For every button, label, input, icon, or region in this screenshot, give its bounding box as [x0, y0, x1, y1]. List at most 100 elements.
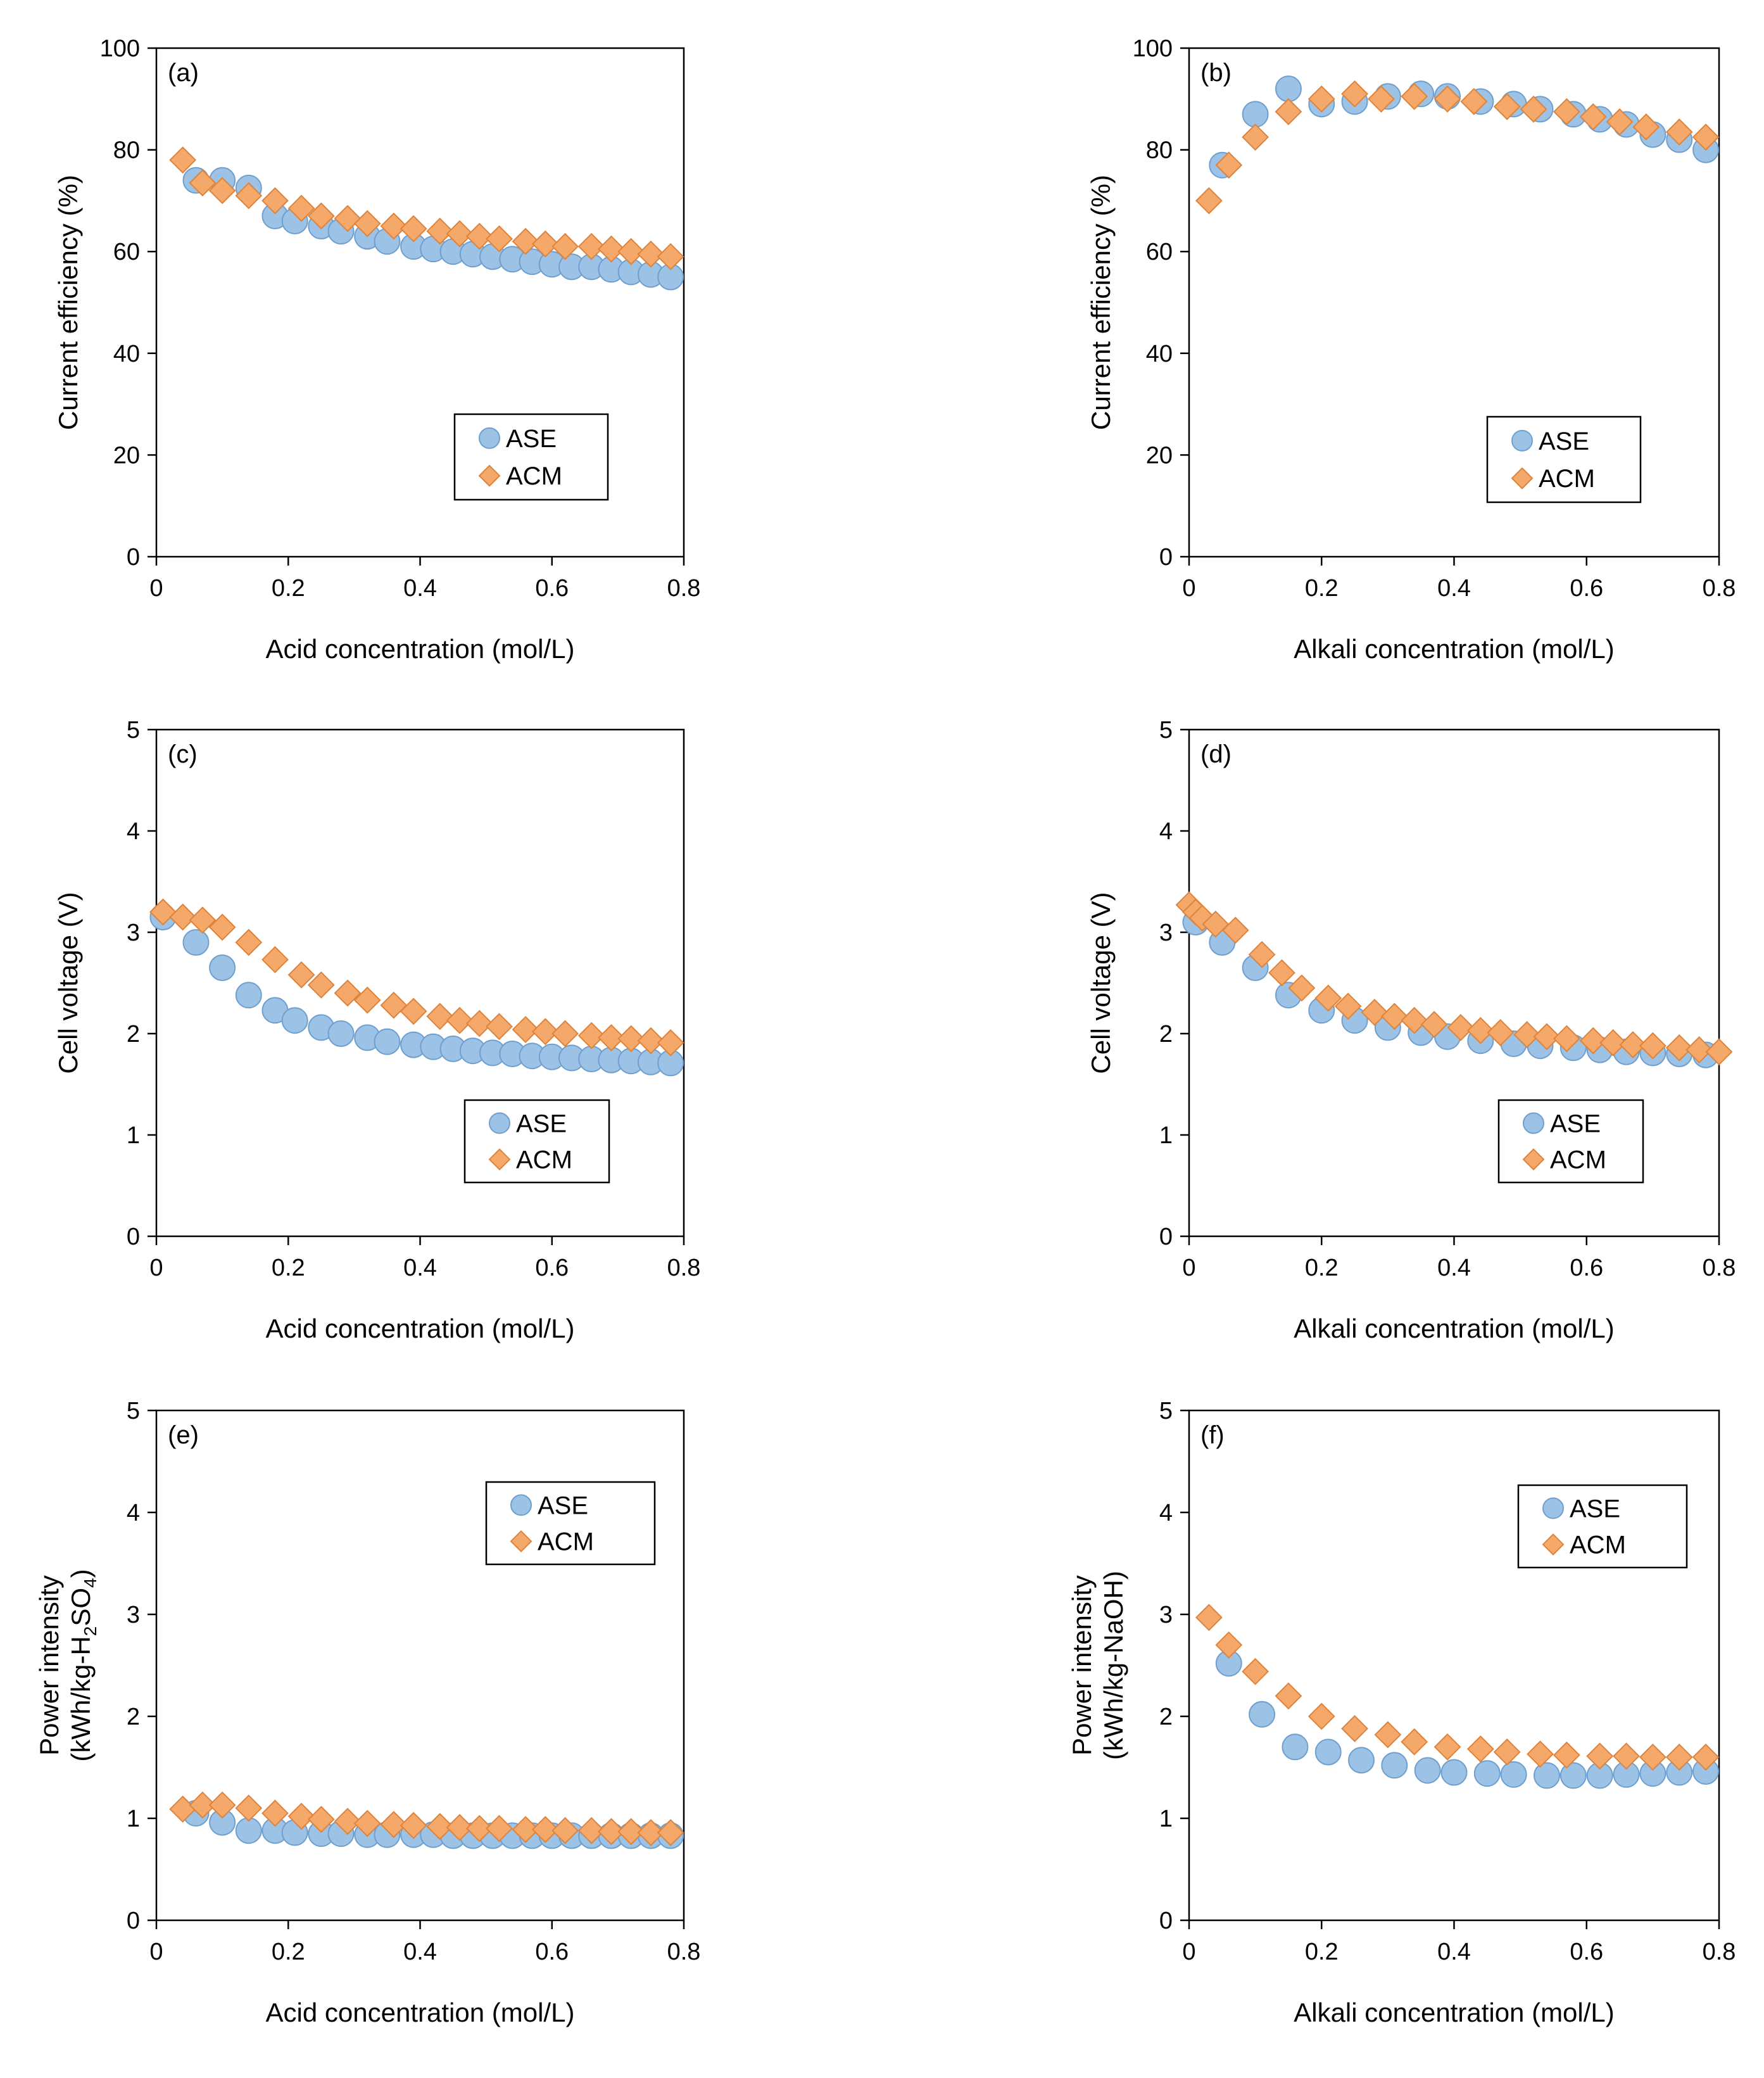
data-point-acm	[1275, 1682, 1302, 1710]
y-tick-label: 0	[1159, 544, 1173, 571]
y-tick-label: 3	[127, 1602, 140, 1628]
data-point-acm	[307, 1806, 335, 1834]
data-point-acm	[307, 971, 335, 999]
data-point-acm	[1314, 984, 1342, 1012]
data-point-acm	[577, 232, 605, 260]
x-tick-label: 0.6	[1570, 575, 1603, 602]
data-point-ase	[1414, 1757, 1441, 1784]
legend-marker-acm	[1542, 1533, 1565, 1556]
data-point-acm	[1606, 108, 1634, 136]
y-tick-label: 4	[1159, 818, 1173, 845]
data-point-acm	[446, 220, 474, 248]
data-point-acm	[486, 1815, 513, 1842]
data-point-acm	[598, 235, 625, 263]
data-point-acm	[169, 146, 197, 174]
data-point-ase	[1314, 1739, 1342, 1766]
data-point-acm	[426, 217, 454, 245]
legend-label: ACM	[506, 462, 562, 490]
data-point-acm	[1599, 1029, 1627, 1056]
data-point-acm	[380, 991, 408, 1019]
x-tick-label: 0	[1182, 1255, 1195, 1281]
x-tick-label: 0.2	[1305, 1255, 1339, 1281]
data-point-acm	[1341, 80, 1368, 108]
y-tick-label: 1	[127, 1806, 140, 1832]
data-point-acm	[1692, 124, 1720, 151]
x-axis-label: Alkali concentration (mol/L)	[1294, 634, 1615, 664]
data-point-ase	[1473, 1760, 1501, 1787]
data-point-acm	[1493, 1738, 1521, 1766]
data-point-acm	[617, 1818, 645, 1846]
legend-marker-acm	[510, 1530, 532, 1553]
data-point-acm	[1195, 187, 1223, 215]
data-point-acm	[380, 212, 408, 240]
label-part: )	[66, 1569, 96, 1578]
legend-marker-ase	[1523, 1112, 1544, 1134]
y-tick-label: 0	[127, 544, 140, 571]
y-tick-label: 0	[127, 1908, 140, 1934]
data-point-acm	[1520, 95, 1547, 123]
data-point-acm	[426, 1003, 454, 1030]
data-point-acm	[1527, 1740, 1554, 1768]
series-acm	[1175, 891, 1733, 1066]
x-tick-label: 0.6	[1570, 1939, 1603, 1965]
data-point-acm	[334, 205, 362, 232]
data-point-acm	[1248, 941, 1276, 968]
panel-label: (c)	[168, 740, 198, 768]
data-point-acm	[637, 1819, 665, 1846]
data-point-acm	[1705, 1038, 1733, 1066]
series-ase	[1215, 1650, 1720, 1789]
data-point-acm	[598, 1023, 625, 1051]
label-part: (kWh/kg-H	[66, 1636, 96, 1761]
y-axis-label: Current efficiency (%)	[1086, 175, 1116, 430]
x-tick-label: 0	[1182, 1939, 1195, 1965]
data-point-acm	[551, 1020, 579, 1048]
data-point-acm	[1334, 992, 1362, 1020]
x-tick-label: 0.4	[1437, 1939, 1471, 1965]
data-point-acm	[1586, 1742, 1614, 1770]
panel-c: 0 0.2 0.4 0.6 0.8 0 1 2 3 4 5 (c) Acid concentration…	[53, 717, 700, 1343]
y-tick-label: 100	[100, 35, 140, 62]
data-point-acm	[261, 1799, 289, 1827]
data-point-acm	[637, 1027, 665, 1055]
legend-label: ACM	[1539, 465, 1595, 493]
legend-marker-acm	[488, 1148, 511, 1171]
legend-marker-acm	[478, 464, 501, 487]
data-point-acm	[1401, 82, 1428, 110]
x-tick-label: 0	[149, 1939, 163, 1965]
series-acm	[1195, 1604, 1720, 1771]
data-point-acm	[1665, 1034, 1693, 1061]
x-tick-label: 0.2	[272, 575, 305, 602]
y-tick-label: 20	[113, 442, 140, 469]
legend-label: ASE	[538, 1492, 588, 1519]
data-point-acm	[208, 913, 236, 941]
data-point-acm	[307, 202, 335, 230]
data-point-acm	[235, 1794, 263, 1822]
y-tick-label: 40	[113, 341, 140, 367]
data-point-ase	[1440, 1759, 1468, 1786]
legend-box	[1497, 1099, 1644, 1184]
y-tick-label: 5	[127, 717, 140, 744]
data-point-acm	[512, 1016, 539, 1044]
data-point-ase	[1533, 1762, 1560, 1789]
data-point-acm	[1466, 1017, 1494, 1044]
legend-marker-ase	[510, 1494, 532, 1516]
data-point-acm	[287, 1802, 315, 1830]
legend-label: ASE	[1570, 1495, 1620, 1523]
data-point-acm	[1632, 113, 1660, 141]
legend-label: ACM	[1550, 1146, 1606, 1174]
panel-b: 0 0.2 0.4 0.6 0.8 0 20 40 60 80 100 (b) Alkali conce…	[1086, 35, 1736, 664]
legend: ASE ACM	[1486, 415, 1642, 504]
data-point-ase	[1242, 101, 1269, 128]
series-acm	[149, 898, 684, 1056]
data-point-acm	[1367, 85, 1395, 113]
data-point-acm	[426, 1813, 454, 1840]
y-axis-label-line2: (kWh/kg-H2SO4)	[66, 1569, 100, 1761]
y-tick-label: 100	[1133, 35, 1173, 62]
data-point-acm	[1639, 1032, 1666, 1060]
data-point-acm	[551, 232, 579, 260]
y-tick-label: 4	[127, 1500, 140, 1526]
x-tick-label: 0	[1182, 575, 1195, 602]
x-axis-label: Acid concentration (mol/L)	[266, 1314, 575, 1343]
y-tick-label: 3	[1159, 1602, 1173, 1628]
panel-a: 0 0.2 0.4 0.6 0.8 0 20 40 60 80 100 (a) Acid concent…	[53, 35, 700, 664]
